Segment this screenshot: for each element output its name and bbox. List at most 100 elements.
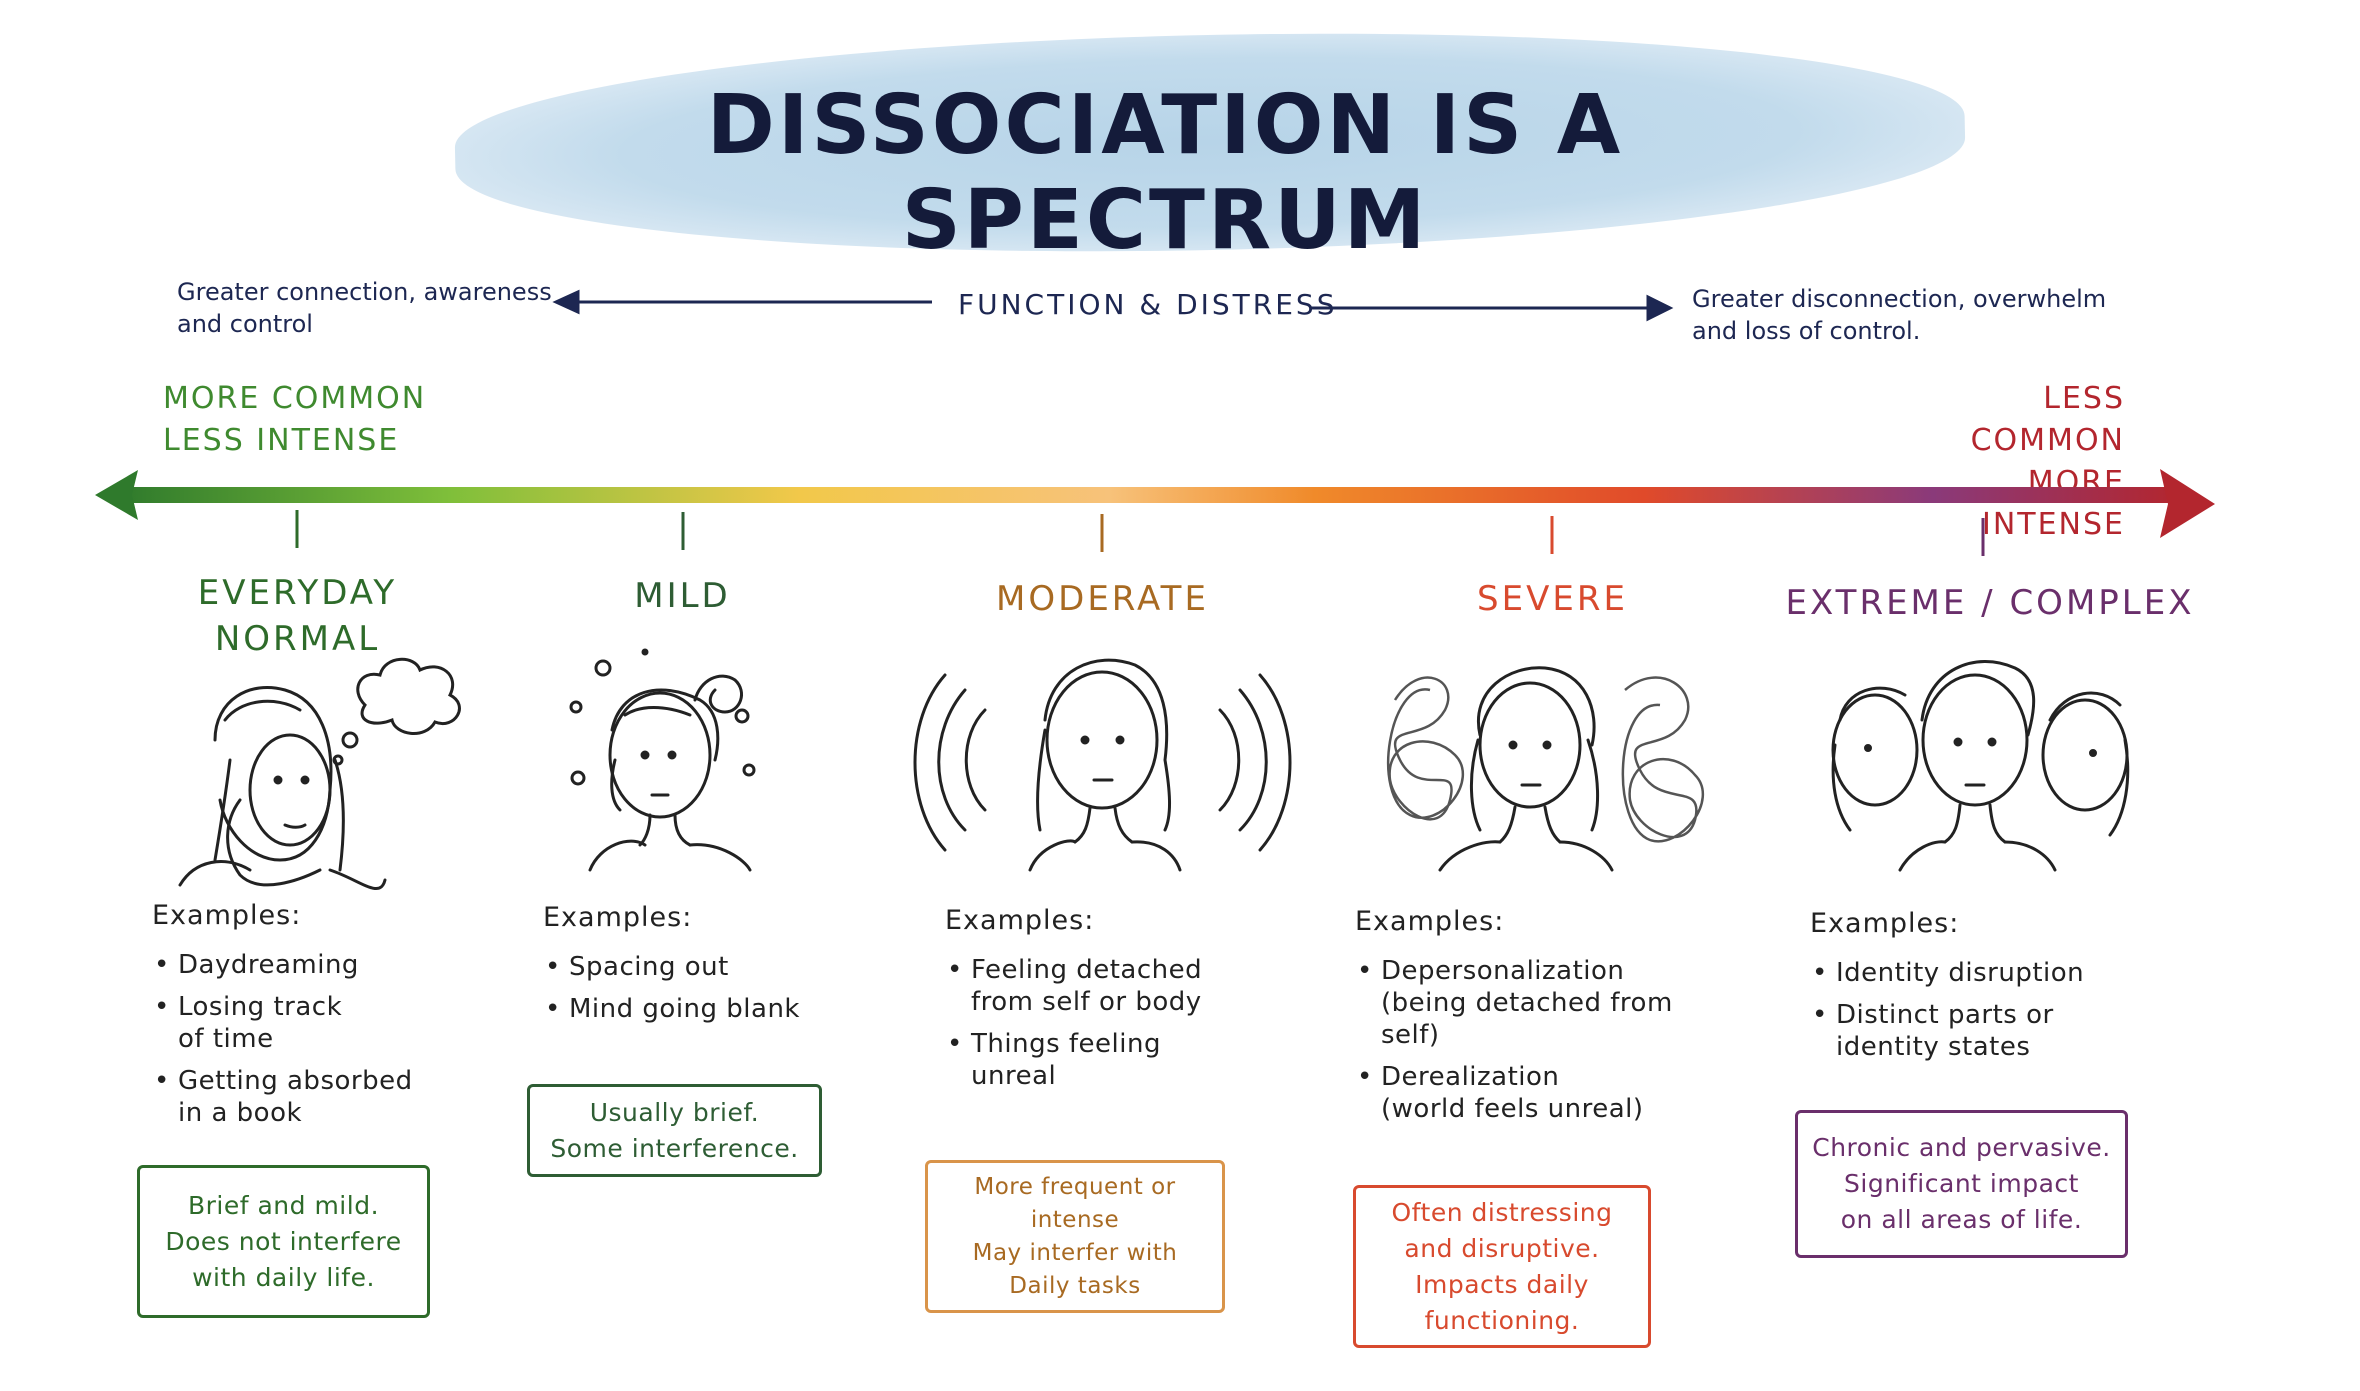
summary-line: Usually brief. bbox=[589, 1097, 760, 1127]
scribble-cloud-person-icon bbox=[1438, 666, 1614, 872]
right-axis-note-line-2: and loss of control. bbox=[1692, 317, 1921, 345]
right-navy-arrow-head bbox=[1646, 294, 1674, 322]
level-title-extreme-line-1: EXTREME / COMPLEX bbox=[1785, 583, 2195, 623]
summary-line: More frequent or bbox=[974, 1173, 1176, 1200]
vibrating-person-icon bbox=[913, 658, 1292, 872]
right-axis-note: Greater disconnection, overwhelm and los… bbox=[1692, 283, 2106, 347]
list-item-line: Depersonalization bbox=[1381, 956, 1625, 986]
summary-box-severe: Often distressing and disruptive. Impact… bbox=[1353, 1185, 1651, 1348]
list-item-line: Spacing out bbox=[569, 952, 729, 982]
left-end-label-line-1: MORE COMMON bbox=[163, 381, 427, 416]
examples-mild: Examples: Spacing out Mind going blank bbox=[543, 902, 863, 1035]
level-title-moderate-line-1: MODERATE bbox=[996, 579, 1209, 619]
list-item-line: Things feeling bbox=[971, 1029, 1161, 1059]
list-item: Derealization(world feels unreal) bbox=[1355, 1061, 1715, 1125]
list-item-line: Feeling detached bbox=[971, 955, 1203, 985]
function-distress-label: FUNCTION & DISTRESS bbox=[958, 288, 1338, 321]
summary-line: Significant impact bbox=[1844, 1169, 2079, 1198]
list-item-line: Losing track bbox=[178, 992, 343, 1022]
level-title-everyday-line-2: NORMAL bbox=[214, 619, 381, 659]
summary-line: Does not interfere bbox=[165, 1226, 402, 1256]
summary-line: and disruptive. bbox=[1404, 1233, 1600, 1263]
list-item-line: Getting absorbed bbox=[178, 1066, 413, 1096]
level-title-severe-line-1: SEVERE bbox=[1477, 579, 1628, 619]
summary-line: with daily life. bbox=[192, 1262, 375, 1292]
summary-line: Impacts daily bbox=[1415, 1269, 1589, 1299]
thought-bubble-person-icon bbox=[178, 657, 461, 891]
summary-box-extreme: Chronic and pervasive. Significant impac… bbox=[1795, 1110, 2128, 1258]
examples-heading: Examples: bbox=[945, 905, 1095, 936]
left-end-label-line-2: LESS INTENSE bbox=[163, 423, 400, 458]
examples-extreme: Examples: Identity disruption Distinct p… bbox=[1810, 908, 2150, 1073]
left-axis-note-line-2: and control bbox=[177, 310, 313, 338]
left-axis-note: Greater connection, awareness and contro… bbox=[177, 276, 552, 340]
spectrum-bar bbox=[120, 487, 2180, 503]
left-axis-note-line-1: Greater connection, awareness bbox=[177, 278, 552, 306]
list-item-line: (world feels unreal) bbox=[1381, 1094, 1644, 1124]
level-title-everyday-line-1: EVERYDAY bbox=[197, 573, 398, 613]
left-end-label: MORE COMMON LESS INTENSE bbox=[163, 378, 426, 462]
list-item-line: in a book bbox=[178, 1098, 303, 1128]
summary-line: functioning. bbox=[1424, 1305, 1580, 1335]
list-item-line: Identity disruption bbox=[1836, 958, 2085, 988]
list-item-line: Derealization bbox=[1381, 1062, 1560, 1092]
summary-box-mild: Usually brief. Some interference. bbox=[527, 1084, 822, 1177]
summary-line: Some interference. bbox=[550, 1133, 799, 1163]
summary-line: Daily tasks bbox=[1009, 1272, 1141, 1299]
level-title-mild: MILD bbox=[580, 573, 785, 619]
list-item: Mind going blank bbox=[543, 993, 863, 1025]
list-item-line: of time bbox=[178, 1024, 274, 1054]
messy-bun-person-icon bbox=[569, 648, 756, 872]
summary-box-moderate: More frequent or intense May interfer wi… bbox=[925, 1160, 1225, 1313]
level-title-severe: SEVERE bbox=[1430, 576, 1675, 622]
page-title: DISSOCIATION IS A SPECTRUM bbox=[706, 78, 1624, 268]
list-item-line: from self or body bbox=[971, 987, 1202, 1017]
summary-line: Often distressing bbox=[1391, 1197, 1613, 1227]
right-end-label: LESS COMMON MORE INTENSE bbox=[1920, 378, 2125, 546]
list-item-line: (being detached from self) bbox=[1381, 988, 1673, 1050]
overlapping-faces-icon bbox=[1831, 660, 2130, 872]
list-item: Identity disruption bbox=[1810, 957, 2150, 989]
summary-line: on all areas of life. bbox=[1840, 1205, 2083, 1234]
summary-line: May interfer with bbox=[972, 1239, 1178, 1266]
list-item-line: Mind going blank bbox=[569, 994, 800, 1024]
spectrum-left-arrowhead bbox=[95, 470, 138, 520]
list-item: Daydreaming bbox=[152, 949, 452, 981]
level-title-extreme: EXTREME / COMPLEX bbox=[1765, 580, 2215, 626]
spectrum-right-arrowhead bbox=[2160, 469, 2215, 538]
spectrum-ticks bbox=[295, 510, 1985, 556]
summary-box-everyday: Brief and mild. Does not interfere with … bbox=[137, 1165, 430, 1318]
scribble-cloud-left bbox=[1386, 676, 1464, 821]
list-item-line: Daydreaming bbox=[178, 950, 359, 980]
list-item: Depersonalization(being detached from se… bbox=[1355, 955, 1715, 1051]
list-item-line: identity states bbox=[1836, 1032, 2031, 1062]
summary-line: Brief and mild. bbox=[187, 1190, 380, 1220]
list-item-line: Distinct parts or bbox=[1836, 1000, 2054, 1030]
examples-list-extreme: Identity disruption Distinct parts oride… bbox=[1810, 957, 2150, 1063]
examples-heading: Examples: bbox=[1355, 906, 1505, 937]
level-title-moderate: MODERATE bbox=[965, 576, 1240, 622]
examples-list-severe: Depersonalization(being detached from se… bbox=[1355, 955, 1715, 1125]
examples-severe: Examples: Depersonalization(being detach… bbox=[1355, 906, 1715, 1135]
level-title-mild-line-1: MILD bbox=[634, 576, 731, 616]
left-navy-arrow-head bbox=[552, 289, 580, 315]
summary-line: intense bbox=[1030, 1206, 1120, 1233]
scribble-cloud-right bbox=[1621, 676, 1704, 843]
right-end-label-line-1: LESS COMMON bbox=[1970, 381, 2125, 458]
list-item-line: unreal bbox=[971, 1061, 1057, 1091]
level-title-everyday: EVERYDAY NORMAL bbox=[170, 570, 425, 662]
list-item: Spacing out bbox=[543, 951, 863, 983]
examples-list-mild: Spacing out Mind going blank bbox=[543, 951, 863, 1025]
summary-line: Chronic and pervasive. bbox=[1812, 1133, 2111, 1162]
examples-heading: Examples: bbox=[543, 902, 693, 933]
right-axis-note-line-1: Greater disconnection, overwhelm bbox=[1692, 285, 2107, 313]
examples-heading: Examples: bbox=[1810, 908, 1960, 939]
